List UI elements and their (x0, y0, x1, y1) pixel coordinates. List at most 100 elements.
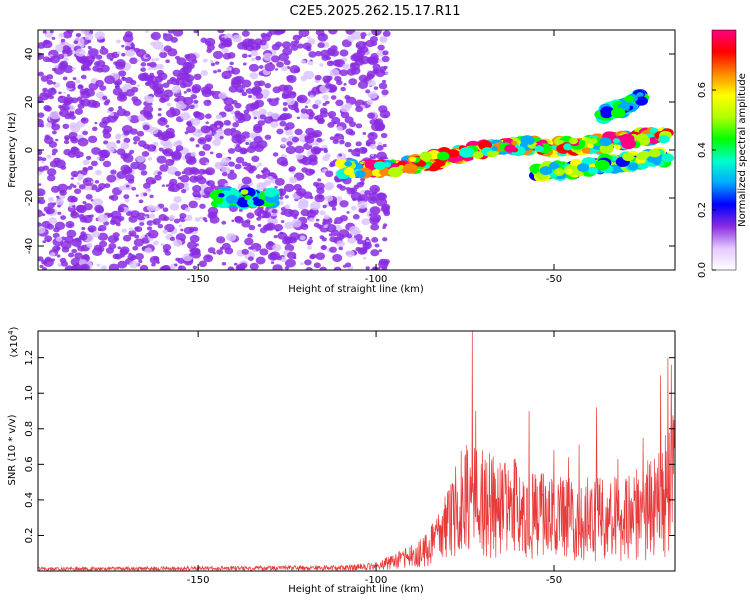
heatmap-cell (82, 130, 88, 136)
heatmap-cell (100, 265, 107, 270)
heatmap-cell (319, 266, 328, 270)
heatmap-cell (277, 232, 287, 240)
heatmap-cell (192, 190, 201, 198)
heatmap-cell (192, 265, 198, 270)
heatmap-cell (165, 59, 170, 64)
heatmap-cell (92, 126, 98, 132)
heatmap-cell (594, 159, 610, 171)
heatmap-cell (622, 152, 635, 162)
heatmap-cell (162, 207, 169, 212)
heatmap-cell (86, 242, 93, 248)
heatmap-cell (57, 211, 62, 215)
heatmap-cell (79, 233, 88, 241)
heatmap-cell (329, 160, 337, 167)
heatmap-cell (207, 180, 211, 183)
heatmap-cell (100, 64, 110, 73)
heatmap-cell (173, 218, 181, 224)
heatmap-cell (179, 212, 187, 219)
heatmap-cell (271, 209, 278, 214)
heatmap-cell (417, 160, 427, 167)
heatmap-cell (181, 188, 187, 194)
heatmap-cell (144, 81, 151, 87)
heatmap-cell (251, 85, 262, 95)
heatmap-cell (249, 262, 259, 270)
heatmap-cell (382, 30, 391, 37)
heatmap-cell (143, 192, 148, 197)
heatmap-cell (210, 184, 217, 190)
heatmap-cell (351, 205, 357, 211)
heatmap-cell (224, 37, 232, 44)
heatmap-cell (367, 112, 375, 119)
heatmap-cell (182, 78, 193, 88)
heatmap-cell (72, 77, 77, 81)
heatmap-cell (253, 93, 257, 96)
heatmap-cell (339, 200, 349, 208)
heatmap-cell (257, 162, 263, 167)
heatmap-cell (370, 52, 379, 60)
heatmap-cell (291, 219, 302, 228)
heatmap-cell (304, 259, 312, 266)
heatmap-cell (245, 88, 254, 95)
heatmap-cell (77, 245, 86, 252)
heatmap-cell (279, 120, 287, 127)
heatmap-cell (237, 117, 242, 121)
heatmap-cell (140, 62, 147, 67)
heatmap-cell (332, 253, 343, 262)
heatmap-cell (177, 176, 182, 180)
heatmap-cell (231, 82, 236, 86)
heatmap-cell (80, 117, 89, 124)
heatmap-cell (220, 157, 231, 166)
heatmap-cell (158, 213, 168, 221)
heatmap-cell (215, 61, 220, 65)
heatmap-cell (156, 155, 167, 164)
heatmap-cell (52, 202, 57, 206)
heatmap-cell (581, 147, 591, 154)
heatmap-cell (162, 33, 173, 42)
heatmap-cell (165, 149, 170, 154)
heatmap-cell (296, 96, 304, 102)
heatmap-cell (227, 266, 235, 270)
heatmap-cell (192, 226, 199, 232)
heatmap-cell (378, 249, 383, 253)
heatmap-cell (228, 161, 235, 167)
heatmap-cell (231, 219, 235, 223)
heatmap-cell (274, 68, 279, 71)
heatmap-cell (75, 33, 82, 38)
heatmap-cell (122, 33, 134, 43)
heatmap-cell (140, 67, 146, 72)
heatmap-cell (116, 51, 121, 55)
colorbar: 0.0 0.2 0.4 0.6 Normalized spectral amplitu… (697, 29, 748, 278)
snr-exponent-sup: 4 (7, 330, 15, 335)
heatmap-cell (74, 188, 82, 195)
heatmap-cell (207, 247, 216, 254)
heatmap-cell (234, 145, 243, 153)
heatmap-cell (110, 194, 119, 201)
heatmap-cell (309, 94, 314, 99)
heatmap-cell (224, 247, 234, 255)
heatmap-cell (161, 184, 166, 187)
snr-exponent-base: (x10 (9, 335, 20, 358)
heatmap-cell (248, 94, 252, 99)
heatmap-cell (154, 75, 163, 83)
heatmap-cell (59, 60, 69, 68)
heatmap-cell (289, 65, 301, 74)
heatmap-cell (340, 86, 346, 92)
heatmap-cell (313, 115, 319, 120)
heatmap-cell (367, 131, 378, 141)
heatmap-cell (249, 141, 260, 150)
heatmap-cell (350, 62, 356, 68)
heatmap-cell (323, 147, 328, 152)
heatmap-cell (375, 69, 386, 78)
heatmap-cell (113, 236, 120, 242)
heatmap-cell (171, 150, 182, 159)
heatmap-cell (282, 47, 293, 56)
heatmap-cell (145, 54, 150, 58)
heatmap-cell (225, 66, 233, 72)
heatmap-cell (125, 184, 130, 188)
heatmap-cell (661, 153, 674, 163)
heatmap-cell (274, 177, 285, 186)
heatmap-cell (280, 160, 289, 167)
heatmap-cell (134, 226, 140, 231)
heatmap-cell (345, 250, 355, 258)
heatmap-cell (173, 196, 182, 203)
